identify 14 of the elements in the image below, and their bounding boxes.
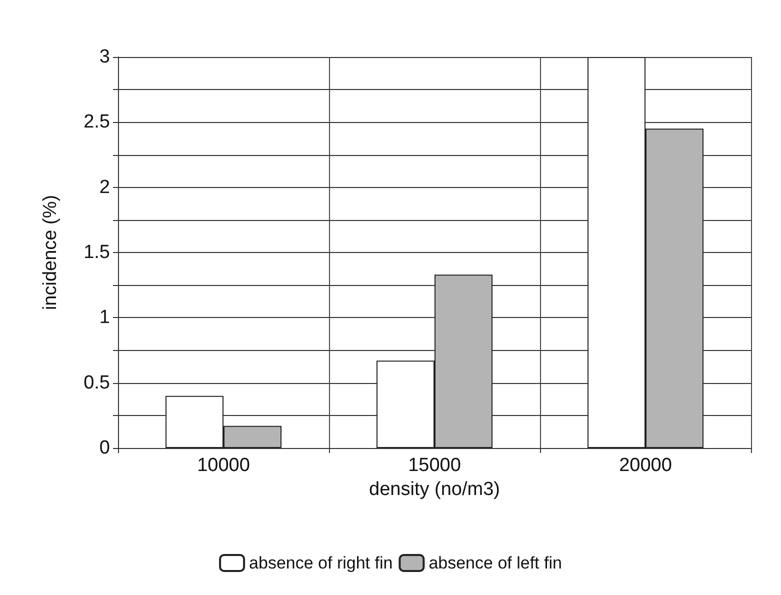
y-tick-label: 0.5 <box>84 372 110 394</box>
y-tick-label: 1 <box>99 307 110 328</box>
y-tick-label: 3 <box>99 46 110 68</box>
x-tick-label: 15000 <box>408 455 461 476</box>
x-tick-label: 10000 <box>197 455 250 476</box>
x-tick-label: 20000 <box>619 455 672 476</box>
y-tick-label: 2 <box>99 176 110 198</box>
y-tick-label: 0 <box>99 438 110 458</box>
y-tick-label: 2.5 <box>84 112 110 133</box>
y-tick-label: 1.5 <box>84 242 110 263</box>
legend-label: absence of right fin <box>249 554 393 572</box>
x-axis-title: density (no/m3) <box>369 478 500 500</box>
legend-label: absence of left fin <box>428 554 562 572</box>
y-axis-title: incidence (%) <box>40 194 61 310</box>
